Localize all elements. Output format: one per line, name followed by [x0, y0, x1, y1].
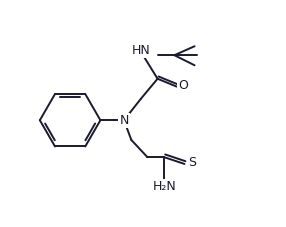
- Text: O: O: [178, 79, 188, 92]
- Text: N: N: [119, 114, 129, 127]
- Text: HN: HN: [131, 44, 150, 57]
- Text: H₂N: H₂N: [152, 180, 176, 193]
- Text: S: S: [188, 156, 196, 169]
